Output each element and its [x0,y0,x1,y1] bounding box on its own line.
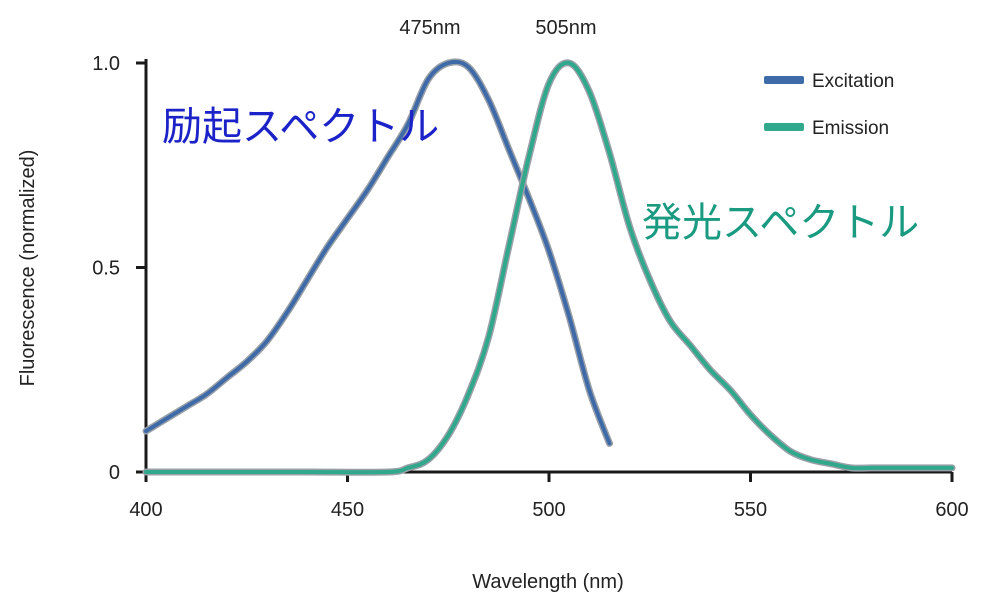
y-axis-title: Fluorescence (normalized) [17,150,39,387]
y-tick-label: 0 [109,462,120,484]
x-tick-label: 500 [532,499,565,521]
x-tick-label: 400 [129,499,162,521]
legend: Excitation Emission [764,71,894,139]
legend-swatch-excitation [764,76,804,84]
legend-label-emission: Emission [812,118,889,139]
excitation-spectrum-label: 励起スペクトル [162,104,439,150]
y-tick-label: 0.5 [92,258,120,280]
excitation-curve [144,59,612,446]
x-tick-label: 450 [331,499,364,521]
x-axis-title: Wavelength (nm) [472,571,624,593]
x-tick-label: 550 [734,499,767,521]
legend-label-excitation: Excitation [812,71,894,92]
emission-curve [144,60,954,475]
legend-swatch-emission [764,123,804,131]
series-layer [142,58,956,476]
x-tick-label: 600 [935,499,968,521]
y-tick-label: 1.0 [92,53,120,75]
peak-label-emission: 505nm [535,17,596,39]
emission-spectrum-label: 発光スペクトル [642,200,919,246]
peak-label-excitation: 475nm [399,17,460,39]
